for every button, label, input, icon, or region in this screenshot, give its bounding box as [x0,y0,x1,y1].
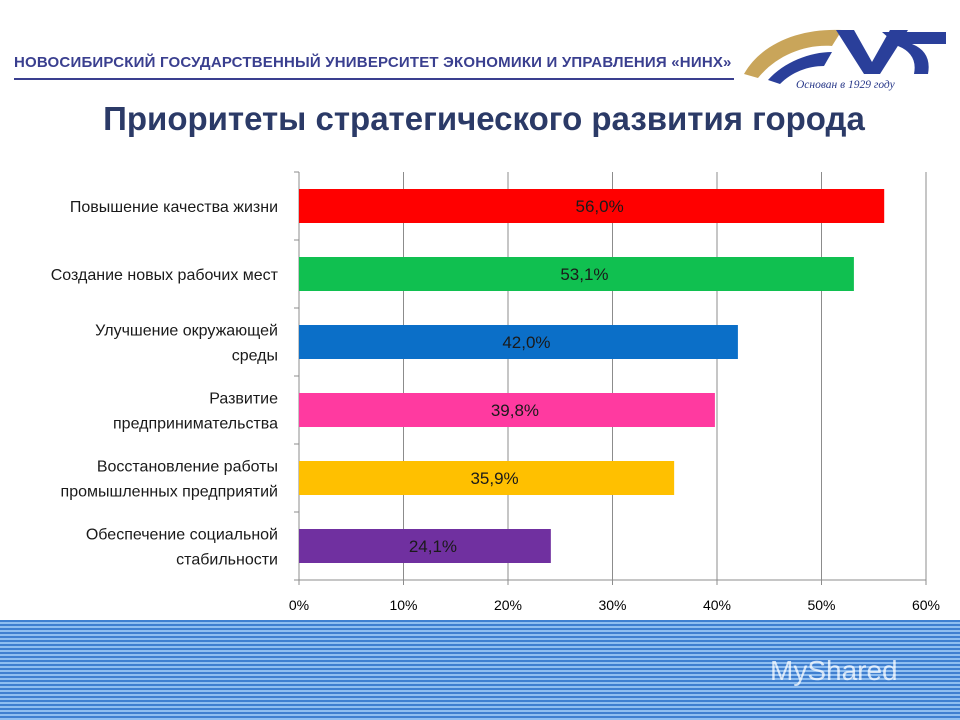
x-tick-label: 50% [807,597,835,613]
bar-1 [299,189,885,223]
category-label-line: среды [232,348,278,365]
category-label-4: Развитие предпринимательства [113,391,278,433]
x-tick-label: 40% [703,597,731,613]
data-label-1: 56,0% [575,197,623,216]
university-name: НОВОСИБИРСКИЙ ГОСУДАРСТВЕННЫЙ УНИВЕРСИТЕ… [14,54,732,71]
bar-5 [299,461,675,495]
bar-3 [299,325,738,359]
category-label-5: Восстановление работы промышленных предпр… [61,459,278,501]
category-label-2: Создание новых рабочих мест [51,267,279,284]
category-label-line: стабильности [176,552,278,569]
logo-tagline: Основан в 1929 году [796,79,895,91]
x-tick-label: 30% [598,597,626,613]
bar-2 [299,257,854,291]
logo-letter-shape [882,32,946,74]
category-label-line: Создание новых рабочих мест [51,267,279,284]
x-tick-label: 0% [289,597,309,613]
logo-swoosh-blue [768,52,832,84]
category-label-line: промышленных предприятий [61,484,278,501]
category-label-6: Обеспечение социальной стабильности [86,527,278,569]
category-label-line: Восстановление работы [97,459,278,476]
category-label-line: предпринимательства [113,416,278,433]
data-label-2: 53,1% [560,265,608,284]
category-label-line: Улучшение окружающей [95,323,278,340]
category-label-3: Улучшение окружающей среды [95,323,278,365]
x-tick-label: 20% [494,597,522,613]
header-divider [14,78,734,80]
data-label-5: 35,9% [470,469,518,488]
data-label-6: 24,1% [409,537,457,556]
data-label-4: 39,8% [491,401,539,420]
category-label-line: Развитие [209,391,278,408]
x-tick-label: 10% [389,597,417,613]
watermark: MyShared [770,655,898,686]
category-label-line: Обеспечение социальной [86,527,278,544]
bar-4 [299,393,715,427]
bottom-decor-band [0,620,960,720]
x-tick-label: 60% [912,597,940,613]
bar-chart: 0% 10% 20% 30% 40% 50% 60% 56,0% Повышение качес… [51,171,940,613]
bar-6 [299,529,551,563]
logo-letter-u [836,30,908,74]
category-label-line: Повышение качества жизни [70,199,278,216]
logo-swoosh-gold [744,29,842,78]
slide-title: Приоритеты стратегического развития горо… [103,100,865,137]
category-label-1: Повышение качества жизни [70,199,278,216]
data-label-3: 42,0% [502,333,550,352]
university-logo [744,29,946,84]
